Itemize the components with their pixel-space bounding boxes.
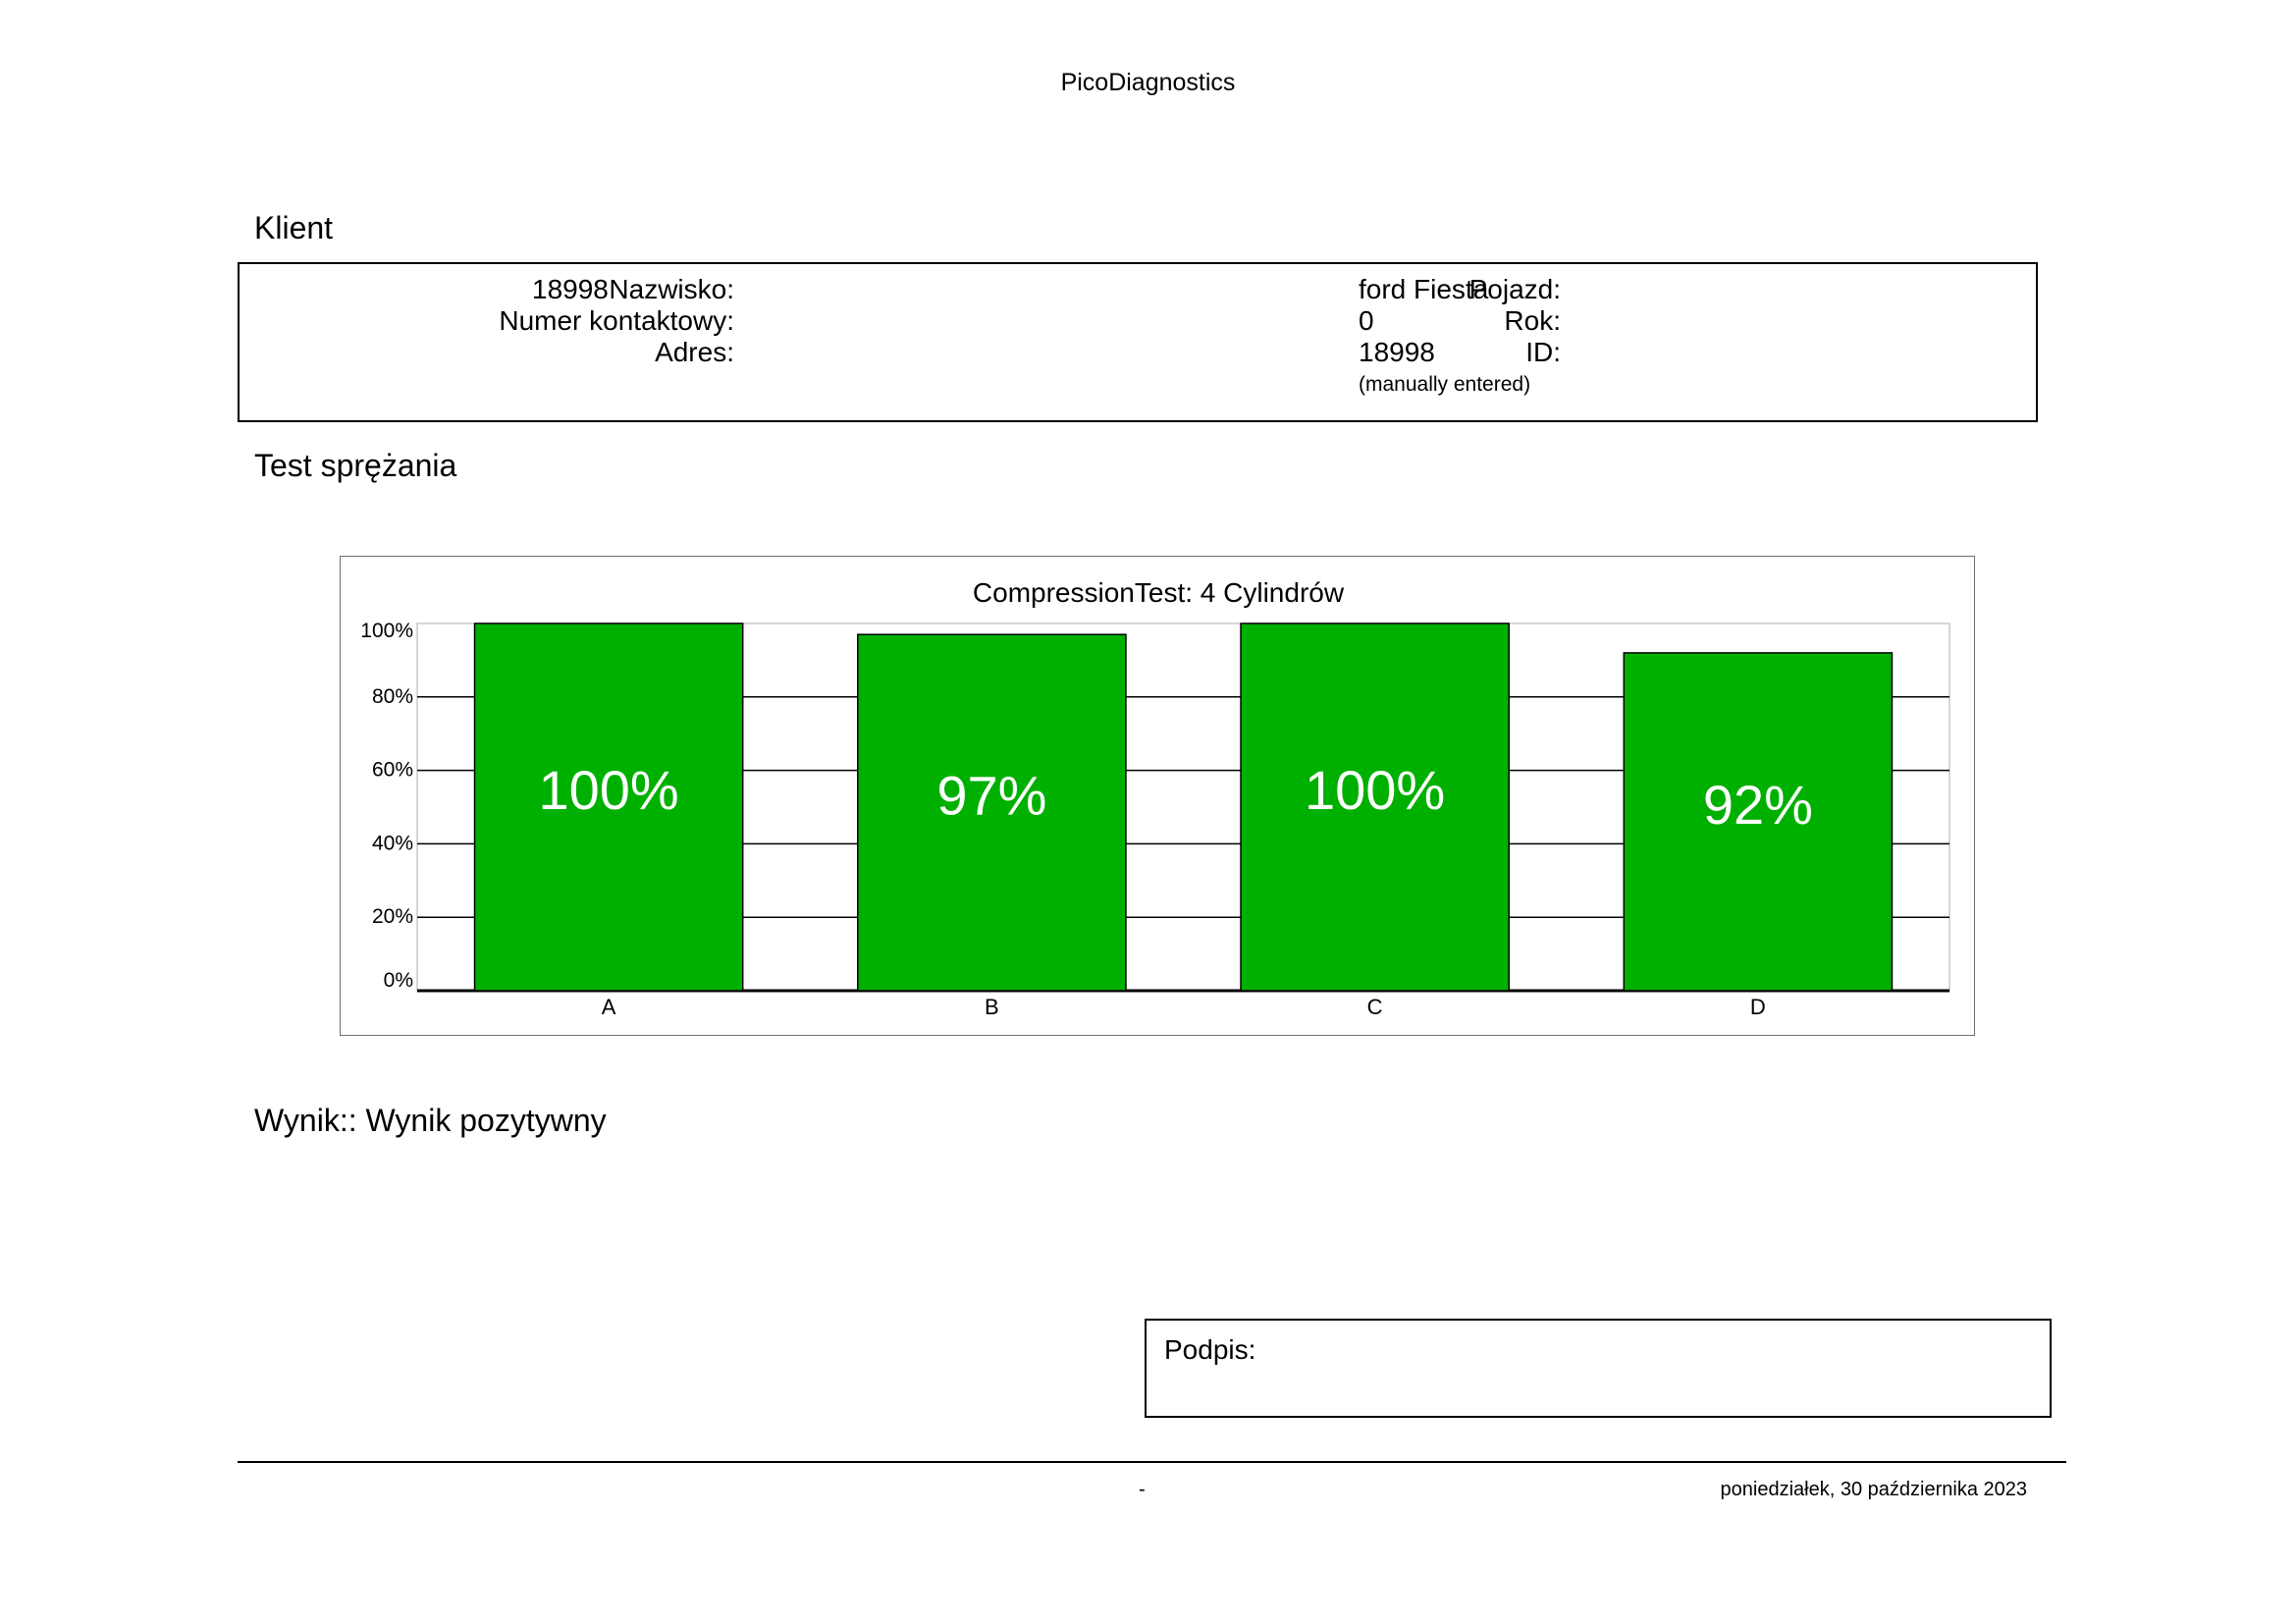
x-tick-label: D xyxy=(1750,995,1766,1019)
test-section-title: Test sprężania xyxy=(254,448,457,483)
address-label: Adres: xyxy=(655,337,734,367)
bar-value-label: 97% xyxy=(936,765,1046,827)
y-tick-label: 0% xyxy=(384,969,413,992)
bar-value-label: 100% xyxy=(1305,759,1445,821)
footer-date: poniedziałek, 30 października 2023 xyxy=(1720,1479,2027,1500)
footer-page-marker: - xyxy=(1139,1479,1146,1500)
y-tick-label: 80% xyxy=(372,685,413,708)
result-text: Wynik:: Wynik pozytywny xyxy=(254,1103,607,1138)
bar-cylinder-d xyxy=(1623,652,1894,992)
year-label: Rok: xyxy=(1504,305,1561,336)
chart-canvas: CompressionTest: 4 Cylindrów 0% 20% 40% 60%… xyxy=(360,577,1950,1019)
compression-chart: CompressionTest: 4 Cylindrów 0% 20% 40% 60%… xyxy=(340,556,1975,1036)
bar-cylinder-c xyxy=(1240,623,1510,992)
id-label: ID: xyxy=(1525,337,1561,367)
contact-number-label: Numer kontaktowy: xyxy=(499,305,734,336)
surname-label: Nazwisko: xyxy=(609,274,734,304)
x-tick-label: C xyxy=(1367,995,1383,1019)
bar-value-label: 100% xyxy=(539,759,679,821)
vehicle-value: ford Fiesta xyxy=(1359,274,1489,304)
x-tick-label: B xyxy=(985,995,999,1019)
signature-label: Podpis: xyxy=(1164,1334,1256,1365)
id-note: (manually entered) xyxy=(1359,373,1531,396)
x-tick-label: A xyxy=(602,995,616,1019)
id-value: 18998 xyxy=(1359,337,1435,367)
bar-cylinder-b xyxy=(857,633,1127,992)
footer-divider xyxy=(238,1461,2066,1463)
y-tick-label: 40% xyxy=(372,832,413,854)
surname-value: 18998 xyxy=(532,274,609,304)
bar-cylinder-a xyxy=(473,623,744,992)
signature-box: Podpis: xyxy=(1145,1319,2052,1418)
y-tick-label: 60% xyxy=(372,759,413,782)
year-value: 0 xyxy=(1359,305,1374,336)
client-info-box: Nazwisko: 18998 Numer kontaktowy: Adres:… xyxy=(238,262,2038,422)
vehicle-label: Pojazd: xyxy=(1468,274,1561,304)
bar-value-label: 92% xyxy=(1703,774,1813,836)
chart-title: CompressionTest: 4 Cylindrów xyxy=(973,577,1345,608)
client-section-title: Klient xyxy=(254,210,334,245)
y-tick-label: 100% xyxy=(360,620,413,642)
app-title: PicoDiagnostics xyxy=(1060,69,1236,96)
y-tick-label: 20% xyxy=(372,905,413,928)
